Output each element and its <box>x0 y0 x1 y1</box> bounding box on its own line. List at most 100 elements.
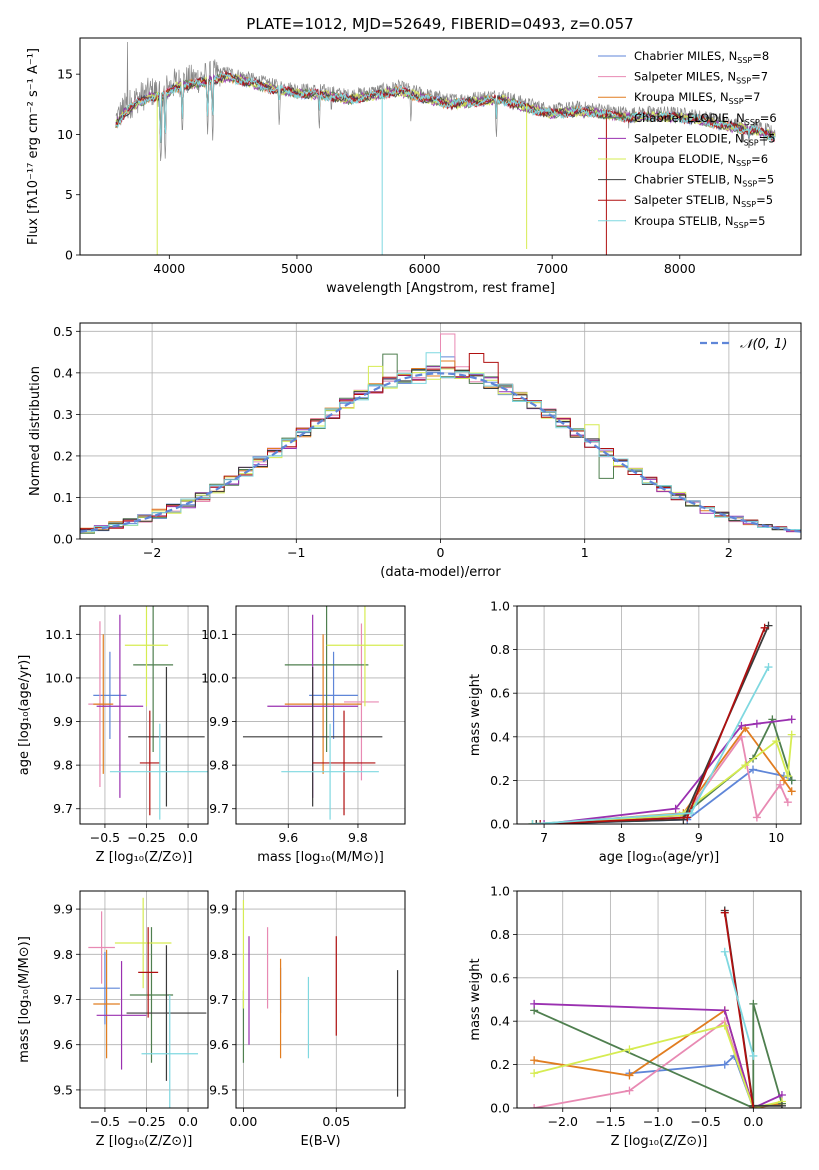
mass-weight-marker <box>787 715 796 724</box>
y-tick-label: 0.8 <box>490 642 510 657</box>
plot-area <box>530 906 786 1108</box>
plot-area <box>242 606 404 820</box>
axes-frame <box>79 890 209 1109</box>
mass-weight-marker <box>530 1104 539 1108</box>
x-tick-label: −0.5 <box>691 1114 721 1129</box>
legend-label: Kroupa MILES, NSSP=7 <box>634 90 760 106</box>
legend-label-part: Salpeter STELIB, N <box>634 193 741 207</box>
y-tick-label: 9.8 <box>209 947 229 962</box>
y-tick-label: 0.5 <box>53 324 73 339</box>
figure-title: PLATE=1012, MJD=52649, FIBERID=0493, z=0… <box>246 15 633 33</box>
y-tick-label: 10.1 <box>45 627 73 642</box>
legend-label-part: =5 <box>759 131 776 145</box>
legend-label-part: Chabrier STELIB, N <box>634 173 742 187</box>
y-tick-label: 0.6 <box>490 686 510 701</box>
mass-weight-marker <box>741 761 750 770</box>
legend-label: Salpeter STELIB, NSSP=5 <box>634 193 773 209</box>
y-tick-label: 0.4 <box>490 1014 510 1029</box>
x-tick-label: −1.5 <box>595 1114 625 1129</box>
panel-residual_histogram: −2 −1 0 1 2 0.0 0.1 0.2 0.3 0.4 0.5 (data-model)/er… <box>28 322 802 580</box>
y-tick-label: 9.7 <box>53 801 73 816</box>
x-tick-label: 0.05 <box>322 1114 350 1129</box>
axes-frame <box>79 37 802 256</box>
mass-weight-marker <box>671 804 680 813</box>
x-tick-label: 0 <box>437 545 445 560</box>
legend-label-part: Chabrier ELODIE, N <box>634 111 745 125</box>
axes-frame <box>79 605 209 825</box>
legend-label-part: Chabrier MILES, N <box>634 49 737 63</box>
legend-label: Chabrier MILES, NSSP=8 <box>634 49 769 65</box>
panel-mass_vs_Z: −0.5 −0.25 0.0 9.5 9.6 9.7 9.8 9.9 Z [log₁₀(Z/Z⊙… <box>17 890 209 1149</box>
mass-weight-marker <box>720 1006 729 1015</box>
y-tick-label: 9.8 <box>53 947 73 962</box>
y-tick-label: 10.0 <box>45 670 73 685</box>
mass-weight-line <box>540 627 766 824</box>
x-tick-label: 9.8 <box>348 830 368 845</box>
legend-label: Salpeter ELODIE, NSSP=5 <box>634 131 776 147</box>
mass-weight-marker <box>749 999 758 1008</box>
y-axis-label: Normed distribution <box>28 366 43 496</box>
axes-frame <box>79 322 802 540</box>
y-tick-label: 9.9 <box>53 902 73 917</box>
x-tick-label: 9 <box>695 830 703 845</box>
mass-weight-marker <box>530 1069 539 1078</box>
panel-massweight_vs_age: 7 8 9 10 0.0 0.2 0.4 0.6 0.8 1.0 age [log₁₀(age/yr… <box>468 599 802 865</box>
y-tick-label: 0.0 <box>490 817 510 832</box>
y-tick-label: 15 <box>57 67 73 82</box>
y-tick-label: 9.9 <box>209 902 229 917</box>
y-tick-label: 0.4 <box>490 729 510 744</box>
legend-label: Salpeter MILES, NSSP=7 <box>634 70 768 86</box>
y-axis-label: mass weight <box>468 674 483 756</box>
x-axis-label: Z [log₁₀(Z/Z⊙)] <box>96 850 193 865</box>
y-tick-label: 0.3 <box>53 407 73 422</box>
legend-label-subscript: SSP <box>734 221 749 230</box>
x-axis-label: mass [log₁₀(M/M⊙)] <box>257 850 384 865</box>
mass-weight-marker <box>783 772 792 781</box>
mass-weight-marker <box>764 663 773 672</box>
y-tick-label: 0.1 <box>53 490 73 505</box>
x-axis-label: age [log₁₀(age/yr)] <box>599 850 720 865</box>
legend-label: Chabrier STELIB, NSSP=5 <box>634 173 774 189</box>
mass-weight-marker <box>783 798 792 807</box>
x-tick-label: 2 <box>725 545 733 560</box>
y-tick-label: 0.4 <box>53 365 73 380</box>
y-tick-label: 9.7 <box>209 801 229 816</box>
axes-frame <box>235 890 406 1109</box>
panel-age_vs_Z: −0.5 −0.25 0.0 9.7 9.8 9.9 10.0 10.1 Z [log₁₀(Z/… <box>17 605 209 865</box>
legend-label-subscript: SSP <box>745 118 760 127</box>
mass-weight-marker <box>720 1021 729 1030</box>
axes-frame <box>235 605 406 825</box>
mass-weight-marker <box>536 820 545 824</box>
x-tick-label: 0.00 <box>230 1114 258 1129</box>
y-tick-label: 0.8 <box>490 927 510 942</box>
mass-weight-marker <box>787 730 796 739</box>
mass-weight-marker <box>776 780 785 789</box>
mass-weight-marker <box>625 1086 634 1095</box>
mass-weight-marker <box>772 737 781 746</box>
y-tick-label: 9.7 <box>209 992 229 1007</box>
mass-weight-marker <box>749 765 758 774</box>
legend-label-part: =8 <box>752 49 769 63</box>
mass-weight-marker <box>749 1051 758 1060</box>
mass-weight-marker <box>530 1056 539 1065</box>
y-tick-label: 10 <box>57 127 73 142</box>
y-tick-label: 9.9 <box>53 714 73 729</box>
plot-area <box>88 897 207 1108</box>
mass-weight-marker <box>625 1045 634 1054</box>
legend-label-part: =5 <box>756 193 773 207</box>
mass-weight-marker <box>749 1104 758 1108</box>
y-tick-label: 0 <box>65 248 73 263</box>
x-tick-label: 5000 <box>281 261 313 276</box>
mass-weight-marker <box>787 776 796 785</box>
x-axis-label: Z [log₁₀(Z/Z⊙)] <box>96 1134 193 1149</box>
legend-label: Kroupa ELODIE, NSSP=6 <box>634 152 768 168</box>
axes-frame <box>516 605 802 825</box>
panel-spectrum: 4000 5000 6000 7000 8000 0 5 10 15 wavelength [An… <box>26 37 802 296</box>
x-axis-label: E(B-V) <box>300 1134 340 1149</box>
x-tick-label: 0.0 <box>178 1114 198 1129</box>
y-tick-label: 0.0 <box>53 532 73 547</box>
y-tick-label: 10.1 <box>201 627 229 642</box>
mass-weight-marker <box>737 721 746 730</box>
normal-curve <box>80 372 801 533</box>
